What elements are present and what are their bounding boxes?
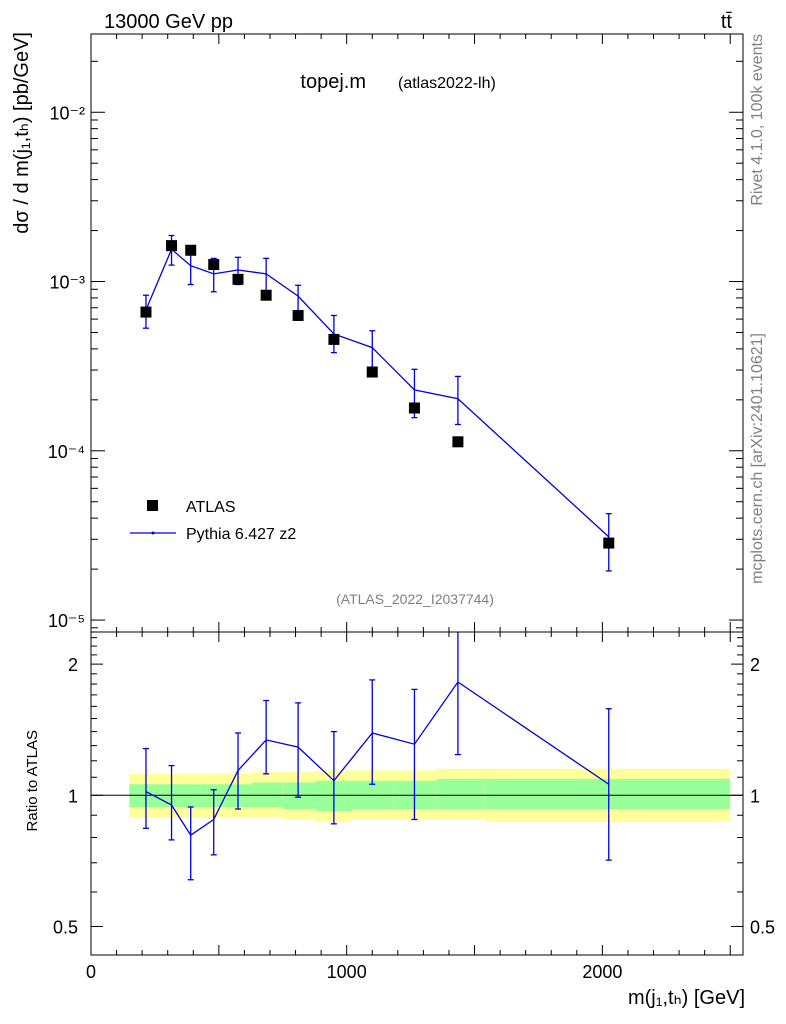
- legend: ATLAS Pythia 6.427 z2: [130, 499, 296, 543]
- main-atlas-point: [140, 306, 152, 318]
- main-y-tick-label: 10⁻⁴: [48, 442, 85, 462]
- main-title: topej.m: [300, 71, 366, 93]
- main-atlas-point: [232, 273, 244, 285]
- ratio-x-tick-label: 2000: [582, 962, 622, 982]
- ratio-y-tick-label: 0.5: [53, 917, 78, 937]
- ratio-pythia-line: [145, 681, 610, 837]
- ratio-y-tick-label-right: 2: [750, 655, 760, 675]
- main-subtitle: (atlas2022-lh): [398, 75, 496, 92]
- main-atlas-point: [260, 289, 272, 301]
- main-atlas-point: [452, 436, 464, 448]
- ratio-y-tick-label: 1: [68, 786, 78, 806]
- legend-atlas-marker: [147, 500, 158, 511]
- legend-pythia-label: Pythia 6.427 z2: [186, 526, 296, 543]
- main-atlas-point: [185, 244, 197, 256]
- ratio-inner-band: [436, 778, 485, 810]
- main-panel: 10⁻⁵10⁻⁴10⁻³10⁻² topej.m (atlas2022-lh) …: [11, 32, 744, 633]
- legend-pythia-marker: [151, 531, 155, 535]
- ratio-frame: [90, 631, 744, 956]
- main-atlas-point: [603, 537, 615, 549]
- ratio-x-tick-label: 0: [86, 962, 96, 982]
- ratio-ylabel: Ratio to ATLAS: [24, 730, 41, 831]
- analysis-label: (ATLAS_2022_I2037744): [336, 591, 494, 607]
- ratio-y-tick-label-right: 0.5: [750, 917, 775, 937]
- main-atlas-point: [366, 366, 378, 378]
- ratio-y-tick-label-right: 1: [750, 786, 760, 806]
- ratio-inner-band: [252, 782, 283, 807]
- process-label: tt̄: [721, 11, 733, 33]
- main-data-layer: [140, 234, 615, 572]
- main-pythia-line: [145, 248, 610, 538]
- ratio-data-layer: [142, 632, 612, 881]
- ratio-x-tick-label: 1000: [327, 962, 367, 982]
- main-y-tick-label: 10⁻³: [49, 273, 85, 293]
- rivet-label: Rivet 4.1.0, 100k events: [749, 34, 766, 206]
- main-y-tick-label: 10⁻⁵: [48, 611, 85, 631]
- main-atlas-point: [292, 309, 304, 321]
- source-label: mcplots.cern.ch [arXiv:2401.10621]: [749, 333, 766, 584]
- main-atlas-point: [208, 259, 220, 271]
- main-axes-layer: 10⁻⁵ 10⁻⁴ 10⁻³ 10⁻²: [48, 34, 743, 632]
- legend-atlas-label: ATLAS: [186, 499, 236, 516]
- main-ylabel: dσ / d m(j₁,tₕ) [pb/GeV]: [11, 32, 33, 234]
- main-atlas-point: [328, 333, 340, 345]
- ratio-xlabel: m(j₁,tₕ) [GeV]: [628, 987, 745, 1009]
- beam-label: 13000 GeV pp: [104, 11, 233, 33]
- ratio-panel: 0 1000 2000 0.5 0.5 1 1 2 2 Ratio to ATLAS m(j₁,…: [24, 631, 775, 1009]
- main-atlas-point: [408, 402, 420, 414]
- main-atlas-point: [166, 240, 178, 252]
- ratio-axes-layer: 0 1000 2000 0.5 0.5 1 1 2 2: [53, 632, 775, 982]
- main-y-tick-label: 10⁻²: [49, 103, 85, 123]
- ratio-y-tick-label: 2: [68, 655, 78, 675]
